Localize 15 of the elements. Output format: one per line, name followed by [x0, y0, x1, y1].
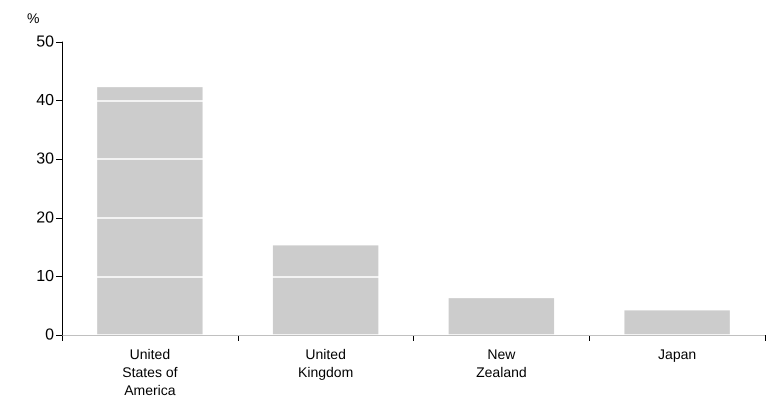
y-tick-label: 40: [36, 92, 54, 110]
x-tick-label: United States of America: [122, 346, 178, 398]
x-tick-label: New Zealand: [476, 346, 527, 380]
bar: [97, 87, 203, 335]
y-axis-title: %: [27, 10, 40, 26]
bar: [624, 310, 730, 335]
bar: [272, 245, 378, 335]
y-tick-label: 10: [36, 268, 54, 285]
y-tick-label: 30: [36, 150, 54, 168]
y-tick-label: 50: [36, 34, 54, 50]
y-tick-label: 20: [36, 209, 54, 226]
y-tick-label: 0: [45, 326, 54, 344]
x-tick-label: United Kingdom: [298, 346, 354, 380]
bar: [448, 298, 554, 335]
x-tick-label: Japan: [658, 346, 696, 362]
